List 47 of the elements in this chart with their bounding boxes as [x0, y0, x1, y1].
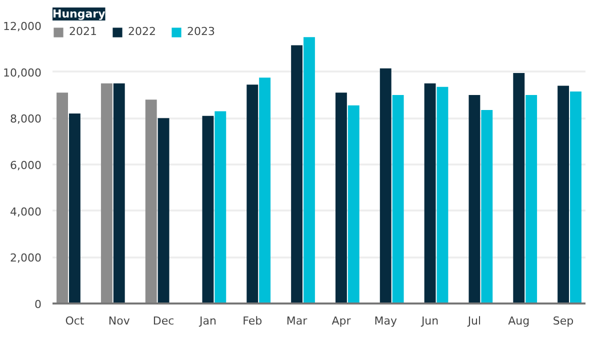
- bar: [424, 83, 436, 304]
- x-tick-label: May: [374, 314, 398, 328]
- bar: [202, 116, 214, 304]
- bar: [56, 92, 68, 304]
- bar: [158, 118, 170, 304]
- x-tick-label: Oct: [65, 314, 85, 328]
- x-tick-label: Feb: [242, 314, 262, 328]
- y-tick-label: 4,000: [10, 205, 42, 218]
- bar: [380, 68, 392, 304]
- x-tick-label: Apr: [332, 314, 352, 328]
- y-tick-label: 12,000: [3, 20, 42, 33]
- bar: [291, 45, 303, 304]
- x-tick-label: Sep: [552, 314, 574, 328]
- y-tick-label: 6,000: [10, 159, 42, 172]
- x-tick-label: Aug: [508, 314, 530, 328]
- bar: [68, 114, 80, 304]
- y-tick-label: 2,000: [10, 252, 42, 265]
- bar: [113, 83, 125, 304]
- bar: [145, 100, 157, 304]
- x-tick-label: Nov: [108, 314, 130, 328]
- legend-label: 2023: [187, 25, 215, 38]
- bar: [335, 92, 347, 304]
- y-tick-label: 10,000: [3, 66, 42, 80]
- legend-label: 2022: [128, 25, 156, 38]
- bar: [348, 105, 360, 304]
- bar: [392, 95, 404, 304]
- y-tick-label: 8,000: [10, 112, 42, 126]
- bar: [570, 92, 582, 304]
- bar: [513, 72, 525, 304]
- legend-label: 2021: [69, 25, 97, 38]
- bar: [246, 84, 258, 304]
- x-tick-label: Jun: [420, 314, 439, 328]
- bar: [558, 86, 570, 304]
- bar: [214, 111, 226, 304]
- x-tick-label: Mar: [286, 314, 308, 328]
- x-tick-label: Jan: [198, 314, 216, 328]
- y-tick-label: 0: [34, 298, 42, 311]
- x-tick-label: Dec: [152, 314, 174, 328]
- bar: [100, 83, 112, 304]
- bar: [436, 86, 448, 304]
- x-tick-label: Jul: [466, 314, 482, 328]
- bar: [259, 78, 271, 304]
- bar: [468, 95, 480, 304]
- bar: [481, 110, 493, 304]
- chart-title: Hungary: [52, 8, 106, 20]
- bar: [304, 37, 315, 304]
- bar: [526, 95, 538, 304]
